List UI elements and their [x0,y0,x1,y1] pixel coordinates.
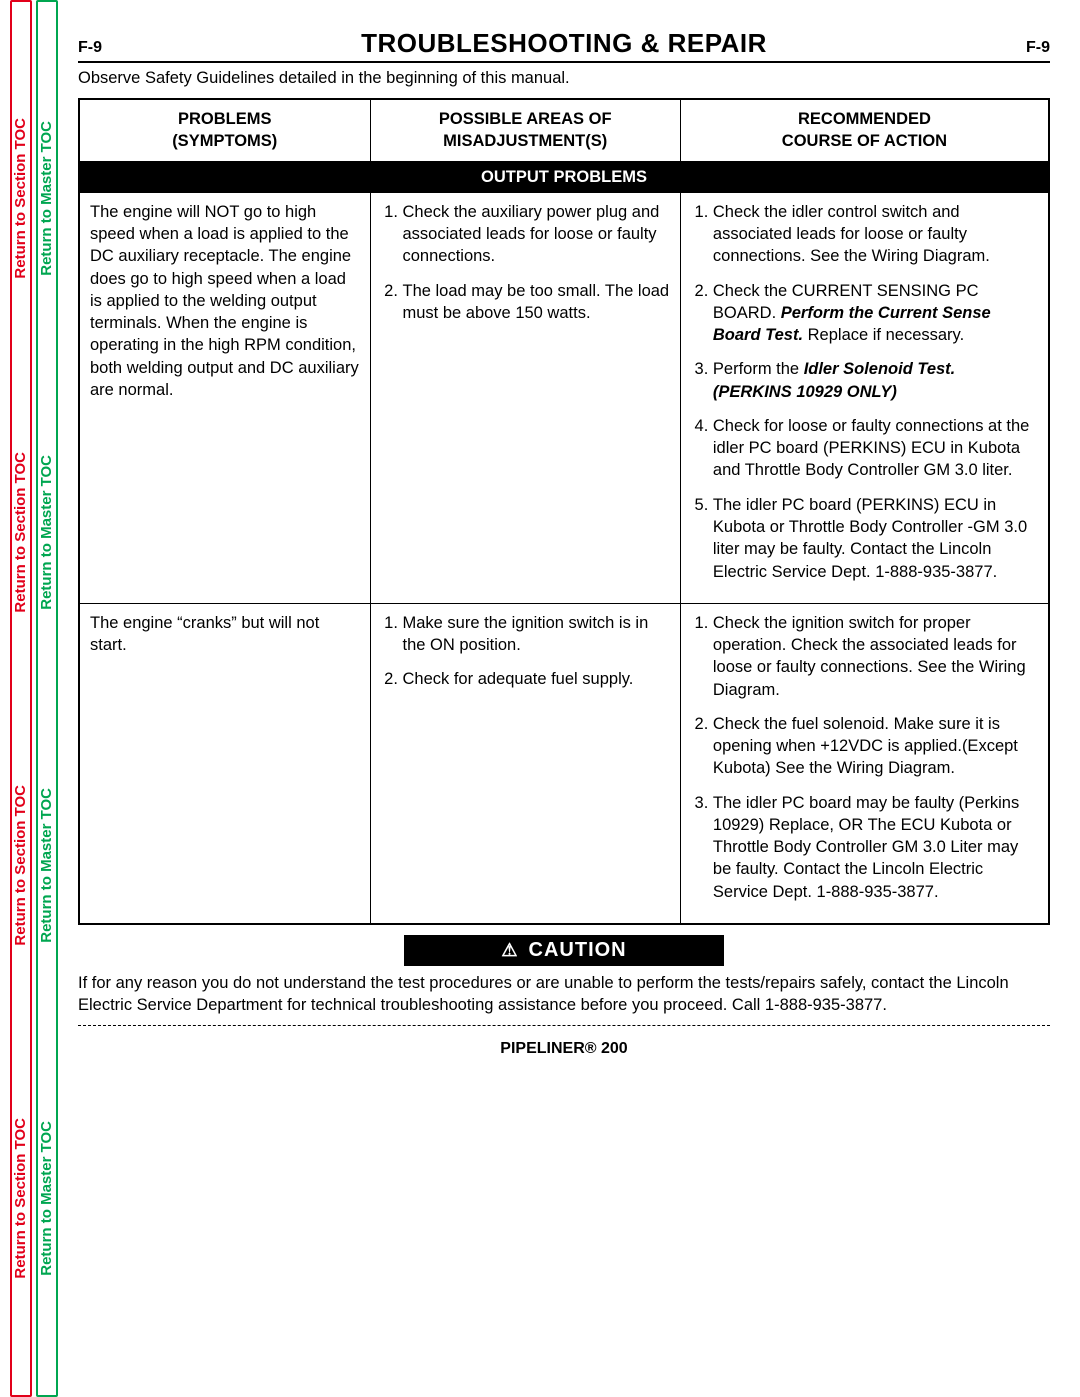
footer-text: PIPELINER® 200 [78,1040,1050,1058]
return-master-toc-link[interactable]: Return to Master TOC [38,1121,56,1276]
caution-text: If for any reason you do not understand … [78,972,1050,1026]
return-section-toc-link[interactable]: Return to Section TOC [12,785,30,946]
problem-cell: The engine “cranks” but will not start. [79,603,370,924]
list-item: Check the CURRENT SENSING PC BOARD. Perf… [713,280,1038,347]
master-toc-column: Return to Master TOC Return to Master TO… [36,0,58,1397]
col-header-misadjust: POSSIBLE AREAS OFMISADJUSTMENT(S) [370,99,680,161]
col-header-action: RECOMMENDEDCOURSE OF ACTION [680,99,1049,161]
caution-label: CAUTION [529,939,627,962]
table-row: The engine “cranks” but will not start. M… [79,603,1049,924]
list-item: The idler PC board may be faulty (Perkin… [713,792,1038,903]
return-section-toc-link[interactable]: Return to Section TOC [12,452,30,613]
return-master-toc-link[interactable]: Return to Master TOC [38,455,56,610]
section-toc-column: Return to Section TOC Return to Section … [10,0,32,1397]
list-item: Check the ignition switch for proper ope… [713,612,1038,701]
side-nav-tabs: Return to Section TOC Return to Section … [10,0,62,1397]
page-number-right: F-9 [1026,39,1050,57]
warning-icon: ⚠ [501,941,518,959]
misadjust-cell: Make sure the ignition switch is in the … [370,603,680,924]
return-master-toc-link[interactable]: Return to Master TOC [38,788,56,943]
list-item: Check for loose or faulty connections at… [713,415,1038,482]
section-band-row: OUTPUT PROBLEMS [79,161,1049,192]
col-header-problems: PROBLEMS(SYMPTOMS) [79,99,370,161]
return-master-toc-link[interactable]: Return to Master TOC [38,121,56,276]
caution-box: ⚠ CAUTION [404,935,724,966]
table-header-row: PROBLEMS(SYMPTOMS) POSSIBLE AREAS OFMISA… [79,99,1049,161]
list-item: Make sure the ignition switch is in the … [403,612,670,657]
section-band-label: OUTPUT PROBLEMS [79,161,1049,192]
return-section-toc-link[interactable]: Return to Section TOC [12,1118,30,1279]
list-item: Perform the Idler Solenoid Test. (PERKIN… [713,358,1038,403]
table-row: The engine will NOT go to high speed whe… [79,192,1049,603]
page-content: F-9 TROUBLESHOOTING & REPAIR F-9 Observe… [78,28,1050,1058]
intro-text: Observe Safety Guidelines detailed in th… [78,69,1050,88]
action-cell: Check the idler control switch and assoc… [680,192,1049,603]
list-item: Check the auxiliary power plug and assoc… [403,201,670,268]
troubleshooting-table: PROBLEMS(SYMPTOMS) POSSIBLE AREAS OFMISA… [78,98,1050,925]
list-item: The load may be too small. The load must… [403,280,670,325]
page-header: F-9 TROUBLESHOOTING & REPAIR F-9 [78,28,1050,63]
problem-cell: The engine will NOT go to high speed whe… [79,192,370,603]
list-item: Check the fuel solenoid. Make sure it is… [713,713,1038,780]
list-item: Check the idler control switch and assoc… [713,201,1038,268]
action-cell: Check the ignition switch for proper ope… [680,603,1049,924]
page-number-left: F-9 [78,39,102,57]
list-item: The idler PC board (PERKINS) ECU in Kubo… [713,494,1038,583]
list-item: Check for adequate fuel supply. [403,668,670,690]
misadjust-cell: Check the auxiliary power plug and assoc… [370,192,680,603]
return-section-toc-link[interactable]: Return to Section TOC [12,118,30,279]
page-title: TROUBLESHOOTING & REPAIR [361,28,767,59]
